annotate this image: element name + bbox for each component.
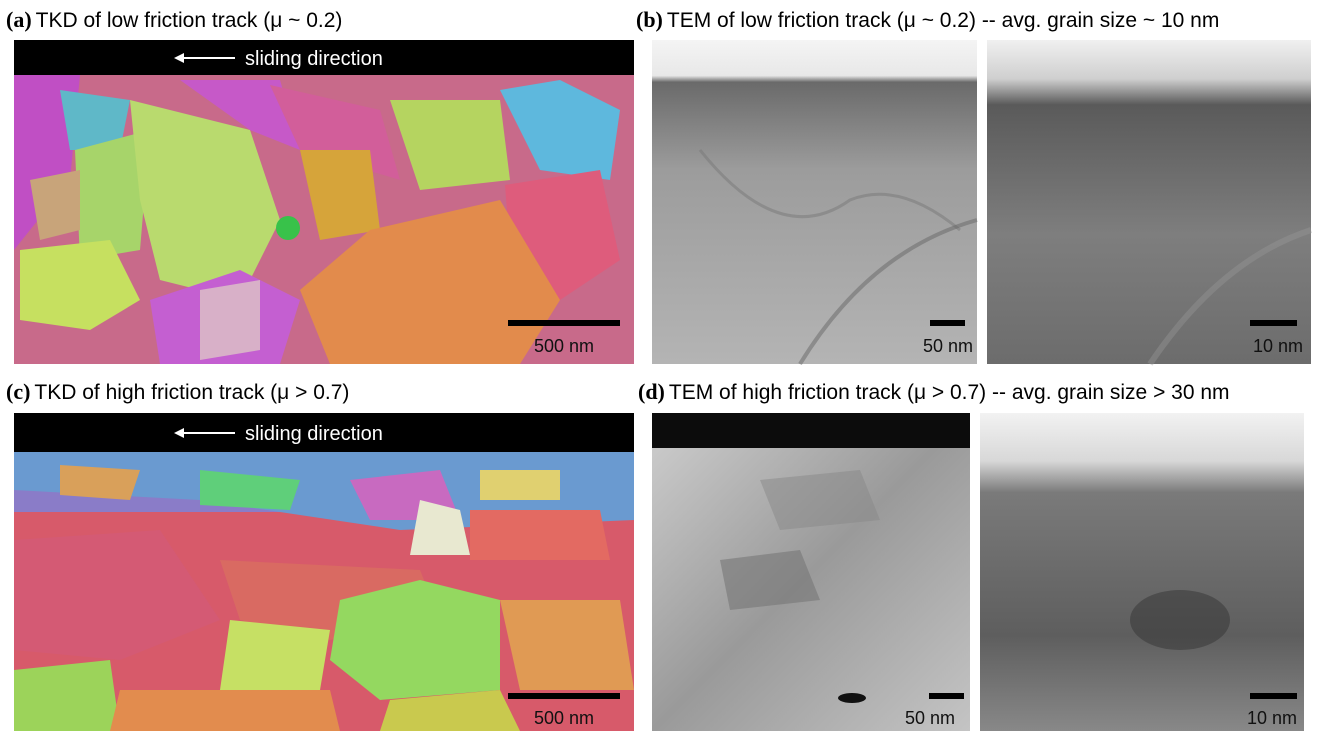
texture xyxy=(760,470,880,530)
panel-label: (c) xyxy=(6,379,30,404)
scale-bar-label: 10 nm xyxy=(1253,336,1303,356)
scale-bar xyxy=(930,320,965,326)
panel-title: (a)TKD of low friction track (μ ~ 0.2) xyxy=(6,7,342,32)
scale-bar xyxy=(929,693,964,699)
scale-bar xyxy=(508,693,620,699)
scale-bar xyxy=(1250,320,1297,326)
scale-bar-label: 10 nm xyxy=(1247,708,1297,728)
title-text: TKD of low friction track (μ ~ 0.2) xyxy=(36,9,343,32)
tem-image xyxy=(980,413,1304,731)
particle xyxy=(838,693,866,703)
tem-image xyxy=(652,40,977,364)
figure: (a)TKD of low friction track (μ ~ 0.2) (… xyxy=(0,0,1325,731)
panel-title: (b)TEM of low friction track (μ ~ 0.2) -… xyxy=(636,7,1219,32)
panel-label: (d) xyxy=(638,379,665,404)
tkd-map xyxy=(14,40,634,364)
title-text: TEM of high friction track (μ > 0.7) -- … xyxy=(669,381,1230,404)
scale-bar-label: 500 nm xyxy=(534,336,594,356)
panel-label: (a) xyxy=(6,7,32,32)
texture xyxy=(1130,590,1230,650)
scale-bar-label: 50 nm xyxy=(923,336,973,356)
panel-title: (d)TEM of high friction track (μ > 0.7) … xyxy=(638,379,1230,404)
panel-title: (c)TKD of high friction track (μ > 0.7) xyxy=(6,379,349,404)
scale-bar-label: 50 nm xyxy=(905,708,955,728)
banner-text: sliding direction xyxy=(245,48,383,70)
title-text: TEM of low friction track (μ ~ 0.2) -- a… xyxy=(667,9,1219,32)
tem-image xyxy=(652,413,970,731)
scale-bar xyxy=(1250,693,1297,699)
tkd-map xyxy=(14,413,634,731)
title-text: TKD of high friction track (μ > 0.7) xyxy=(34,381,349,404)
tem-image xyxy=(987,40,1311,364)
scale-bar xyxy=(508,320,620,326)
scale-bar-label: 500 nm xyxy=(534,708,594,728)
dark-top xyxy=(652,413,970,448)
banner-text: sliding direction xyxy=(245,423,383,445)
panel-label: (b) xyxy=(636,7,663,32)
